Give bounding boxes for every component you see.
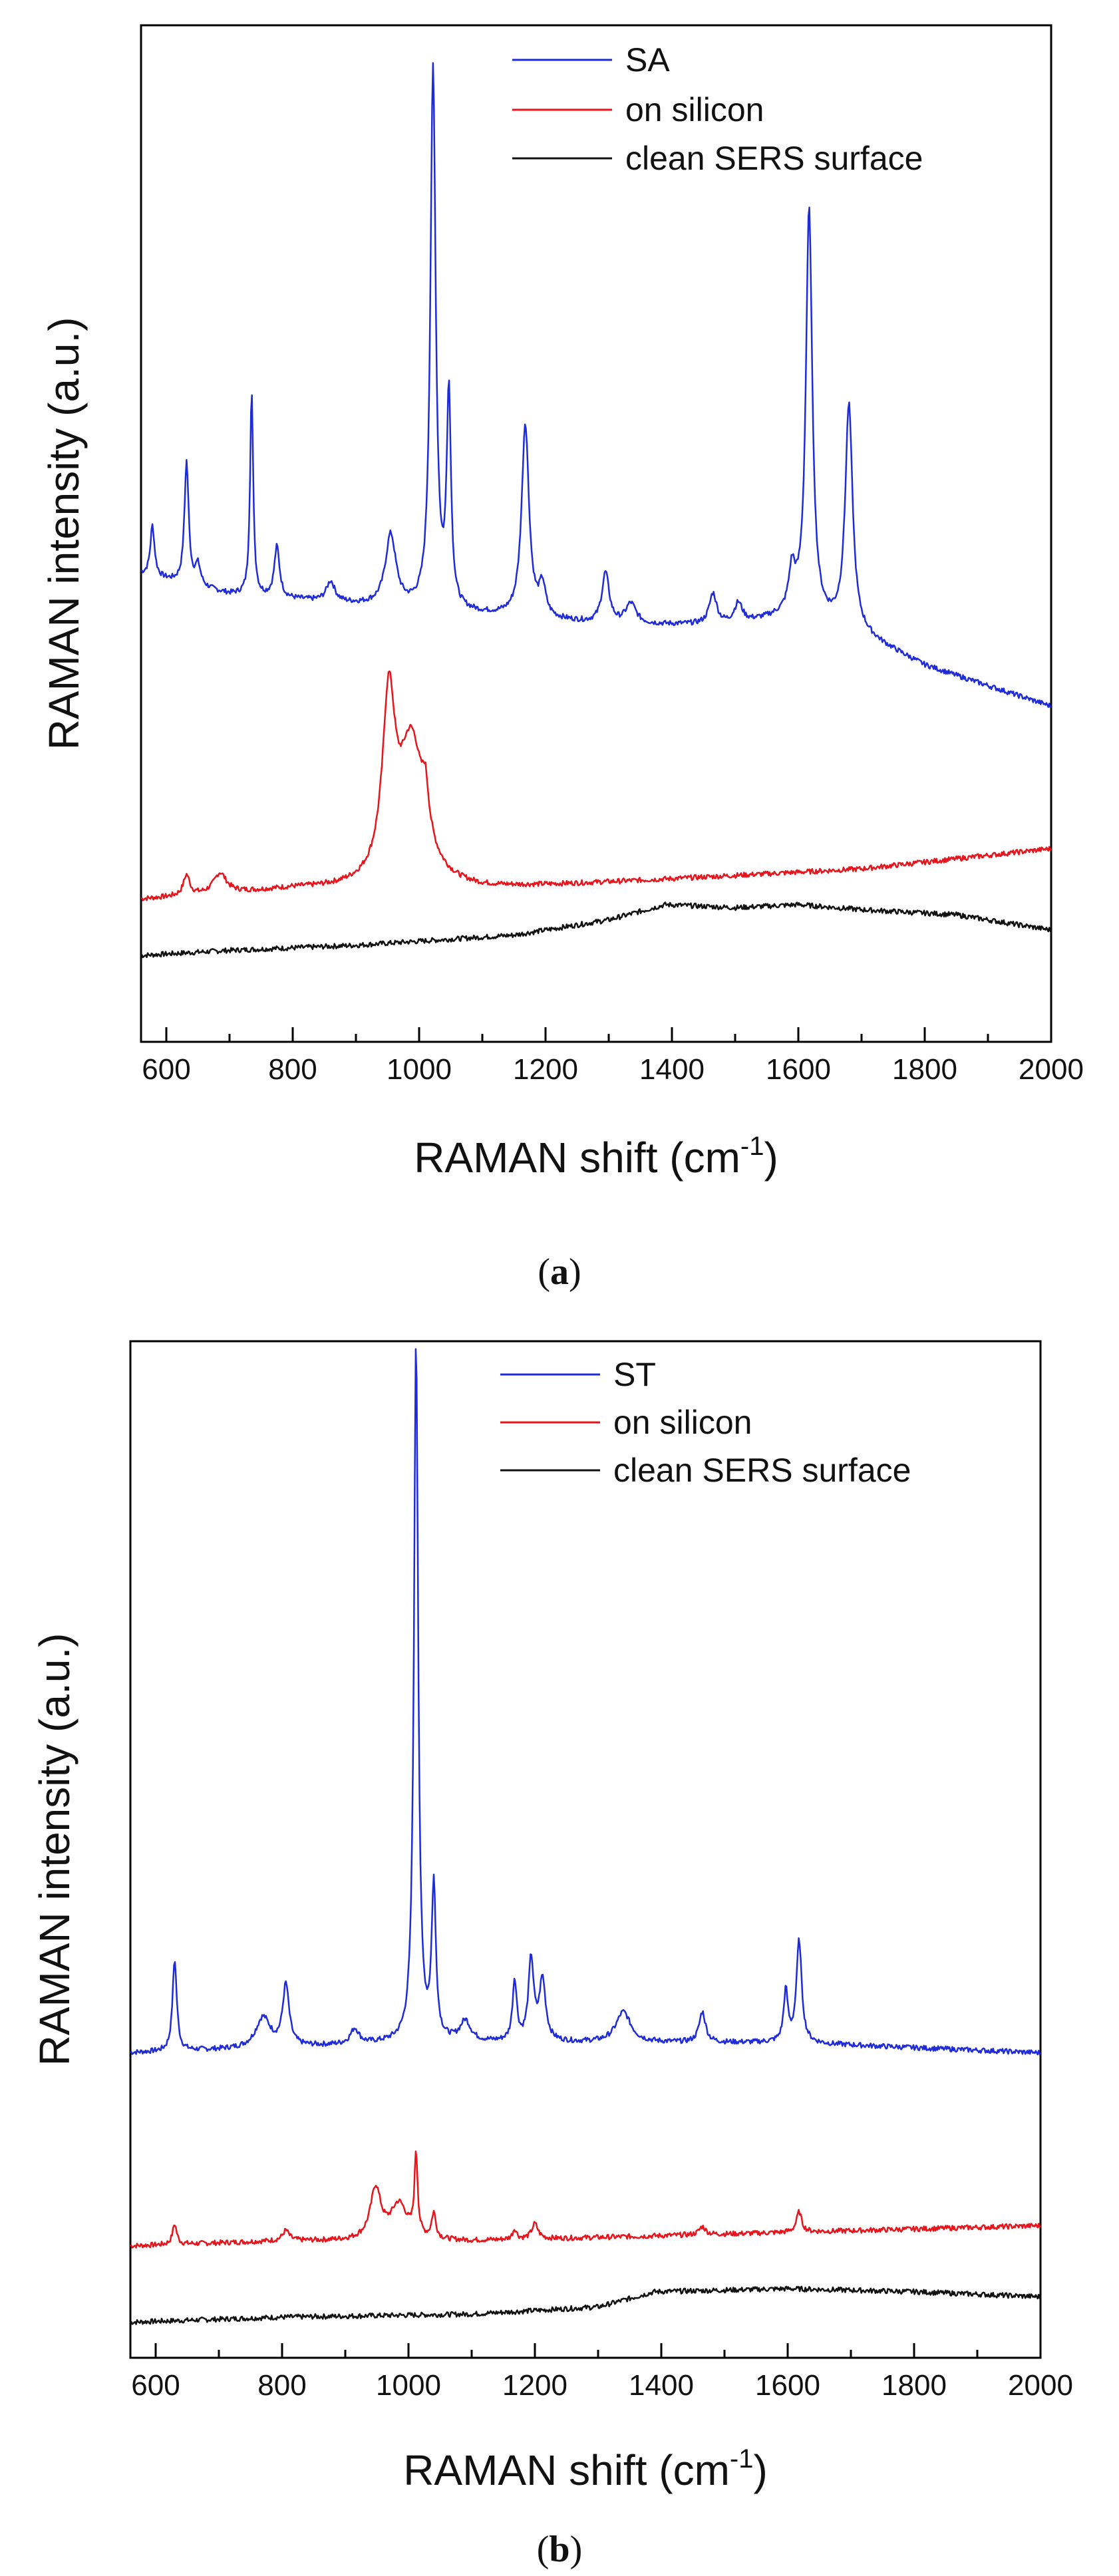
- panel-a-xlabel-main: RAMAN shift (cm: [414, 1134, 740, 1182]
- series-line-clean-sers-surface: [140, 901, 1052, 959]
- x-tick-label-2000: 2000: [1019, 1053, 1084, 1086]
- panel-a-series-lines: [140, 62, 1052, 959]
- legend-label-st: ST: [613, 1356, 656, 1393]
- series-line-on-silicon: [130, 2150, 1042, 2249]
- panel-b-y-axis-title: RAMAN intensity (a.u.): [31, 1633, 79, 2066]
- x-tick-label-2000: 2000: [1008, 2369, 1073, 2402]
- x-tick-label-1600: 1600: [766, 1053, 831, 1086]
- x-tick-label-600: 600: [142, 1053, 190, 1086]
- panel-b-x-ticks: 600 800 1000 1200 1400 1600 1800 2000: [131, 2343, 1073, 2402]
- x-tick-label-1200: 1200: [502, 2369, 567, 2402]
- x-tick-label-1000: 1000: [376, 2369, 441, 2402]
- panel-a-plot-frame: [140, 24, 1052, 1043]
- panel-a-legend: SA on silicon clean SERS surface: [512, 41, 923, 177]
- legend-label-sa: SA: [625, 41, 670, 79]
- x-tick-label-600: 600: [131, 2369, 180, 2402]
- series-line-on-silicon: [140, 670, 1052, 901]
- panel-a-xlabel-superscript: -1: [740, 1132, 764, 1161]
- panel-b-x-axis-title: RAMAN shift (cm-1): [403, 2444, 768, 2494]
- panel-a: 600 800 1000 1200 1400 1600 1800 2000 SA on sil…: [40, 24, 1084, 1293]
- x-tick-label-1400: 1400: [639, 1053, 705, 1086]
- x-tick-label-1400: 1400: [629, 2369, 694, 2402]
- panel-b-legend: ST on silicon clean SERS surface: [500, 1356, 911, 1489]
- x-tick-label-1800: 1800: [892, 1053, 957, 1086]
- panel-b-plot-frame: [129, 1340, 1042, 2359]
- panel-b-series-lines: [130, 1348, 1042, 2325]
- panel-b-label: (b): [537, 2529, 582, 2570]
- legend-label-clean-sers-b: clean SERS surface: [613, 1452, 911, 1489]
- x-tick-label-1600: 1600: [755, 2369, 820, 2402]
- panel-a-xlabel-suffix: ): [764, 1134, 778, 1182]
- panel-b-xlabel-main: RAMAN shift (cm: [403, 2446, 730, 2494]
- series-line-clean-sers-surface: [130, 2285, 1041, 2325]
- panel-b-xlabel-superscript: -1: [730, 2444, 754, 2474]
- legend-label-clean-sers: clean SERS surface: [625, 140, 923, 177]
- x-tick-label-1200: 1200: [513, 1053, 578, 1086]
- x-tick-label-800: 800: [268, 1053, 317, 1086]
- panel-a-y-axis-title: RAMAN intensity (a.u.): [40, 317, 88, 750]
- panel-b: 600 800 1000 1200 1400 1600 1800 2000 ST on sil…: [31, 1340, 1073, 2570]
- legend-label-on-silicon-b: on silicon: [613, 1404, 752, 1441]
- series-line-st: [130, 1348, 1041, 2056]
- panel-a-label: (a): [538, 1251, 581, 1293]
- x-tick-label-1800: 1800: [881, 2369, 947, 2402]
- panel-a-x-ticks: 600 800 1000 1200 1400 1600 1800 2000: [142, 1027, 1084, 1086]
- x-tick-label-800: 800: [257, 2369, 306, 2402]
- legend-label-on-silicon: on silicon: [625, 91, 764, 128]
- series-line-sa: [140, 62, 1052, 709]
- panel-a-x-axis-title: RAMAN shift (cm-1): [414, 1132, 778, 1182]
- panel-b-xlabel-suffix: ): [753, 2446, 767, 2494]
- x-tick-label-1000: 1000: [387, 1053, 452, 1086]
